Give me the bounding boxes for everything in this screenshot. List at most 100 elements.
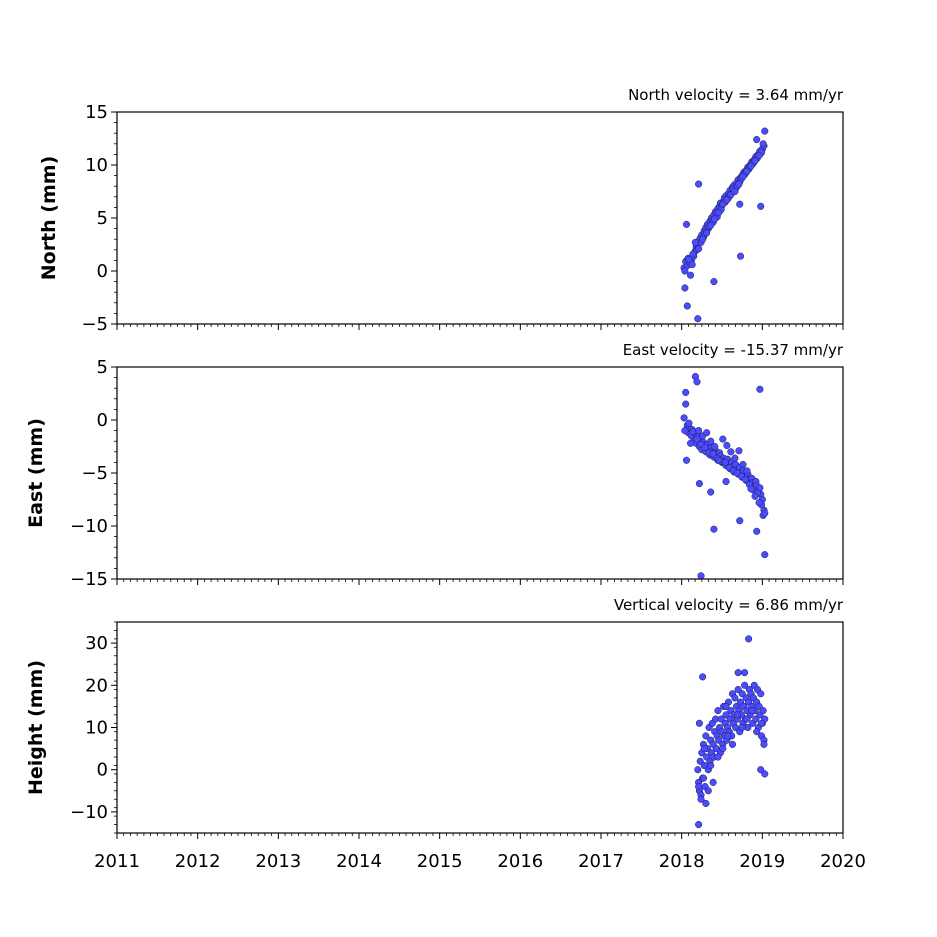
- north-data-point: [739, 173, 747, 181]
- east-data-point: [727, 448, 735, 456]
- north-data-point: [703, 229, 711, 237]
- north-data-point: [737, 252, 745, 260]
- height-data-point: [731, 694, 739, 702]
- height-data-point: [743, 715, 751, 723]
- east-data-point: [686, 439, 695, 447]
- height-axes: −10 0 10 20 30 2011 2012 2013 2014 2015 2016 2017 20…: [70, 621, 866, 872]
- east-y-tick-label: −10: [70, 516, 108, 537]
- north-data-point: [723, 196, 731, 204]
- height-y-tick-label: 20: [85, 675, 108, 696]
- north-data-point: [681, 284, 689, 292]
- height-data-point: [699, 774, 708, 782]
- height-data-point: [734, 669, 742, 677]
- east-data-point: [741, 475, 749, 483]
- east-data-point: [756, 385, 764, 393]
- east-data-point: [710, 525, 718, 533]
- height-x-tick-label: 2016: [497, 851, 543, 872]
- north-y-tick-label: −5: [81, 314, 108, 335]
- north-y-tick-label: 0: [97, 261, 108, 282]
- north-data-point: [695, 180, 703, 188]
- north-velocity-title: North velocity = 3.64 mm/yr: [628, 86, 844, 104]
- east-data-point: [693, 435, 701, 443]
- height-data-point: [724, 732, 732, 740]
- east-data-point: [715, 456, 723, 464]
- north-data-point: [699, 235, 707, 243]
- north-y-tick-label: 10: [85, 155, 108, 176]
- east-data-point: [711, 442, 719, 451]
- east-y-tick-label: 0: [97, 410, 108, 431]
- height-y-tick-label: −10: [70, 802, 108, 823]
- east-axes: −15 −10 −5 0 5: [70, 357, 844, 590]
- height-data-point: [695, 783, 703, 791]
- height-x-tick-label: 2015: [417, 851, 463, 872]
- height-data-point: [700, 745, 708, 753]
- north-data-point: [695, 245, 703, 253]
- height-data-point: [709, 778, 717, 786]
- height-data-point: [728, 740, 737, 748]
- north-data-point: [736, 200, 744, 208]
- height-x-tick-label: 2017: [578, 851, 624, 872]
- height-data-point: [738, 723, 746, 732]
- height-data-point: [733, 711, 741, 719]
- north-panel: North velocity = 3.64 mm/yr North (mm) −…: [38, 86, 844, 335]
- height-data-point: [714, 753, 722, 761]
- height-data-point: [741, 681, 749, 689]
- east-data-point: [753, 527, 761, 535]
- east-data-point: [722, 477, 730, 486]
- north-data-point: [694, 315, 702, 323]
- north-data-point: [715, 209, 723, 217]
- north-data-point: [751, 157, 759, 165]
- height-data-point: [760, 740, 768, 748]
- north-data-point: [757, 202, 765, 210]
- height-data-point: [741, 669, 749, 677]
- east-data-point: [735, 447, 743, 455]
- north-data-point: [759, 140, 767, 148]
- east-velocity-title: East velocity = -15.37 mm/yr: [623, 341, 844, 359]
- height-x-tick-label: 2019: [739, 851, 785, 872]
- height-data-point: [759, 707, 767, 715]
- east-data-point: [707, 437, 715, 445]
- height-data-point: [707, 761, 715, 770]
- height-data-point: [719, 745, 727, 753]
- east-data-point: [747, 485, 755, 493]
- height-data-point: [695, 719, 703, 727]
- east-data-point: [719, 435, 727, 443]
- north-axes: −5 0 5 10 15: [81, 102, 844, 335]
- north-data-point: [711, 215, 719, 223]
- height-data-point: [702, 799, 710, 808]
- north-data-point: [743, 167, 751, 175]
- north-data-point: [735, 180, 743, 188]
- east-data-point: [682, 400, 690, 408]
- east-data-point: [701, 444, 709, 452]
- north-data-point: [686, 271, 695, 279]
- east-data-point: [682, 388, 690, 396]
- height-data-point: [695, 821, 703, 829]
- north-data-point: [688, 261, 696, 269]
- north-data-point: [731, 187, 739, 196]
- east-data-point: [703, 429, 711, 437]
- height-data-point: [757, 690, 765, 698]
- height-y-tick-label: 10: [85, 718, 108, 739]
- height-y-tick-label: 0: [97, 760, 108, 781]
- east-data-point: [695, 480, 703, 488]
- height-x-tick-label: 2012: [175, 851, 221, 872]
- north-data-point: [761, 127, 769, 135]
- north-data-point: [755, 151, 763, 160]
- east-data-point: [761, 551, 769, 559]
- north-y-tick-label: 5: [97, 208, 108, 229]
- north-data-point: [747, 162, 755, 170]
- height-x-tick-label: 2011: [94, 851, 140, 872]
- north-axis-label: North (mm): [38, 156, 60, 281]
- east-data-point: [693, 378, 701, 386]
- height-data-point: [753, 728, 761, 736]
- height-panel: Vertical velocity = 6.86 mm/yr Height (m…: [25, 596, 866, 872]
- height-data-point: [697, 795, 705, 803]
- east-axis-label: East (mm): [25, 418, 47, 528]
- east-data-point: [695, 427, 703, 435]
- north-data-point: [681, 267, 689, 275]
- height-y-tick-label: 30: [85, 633, 108, 654]
- east-data-point: [736, 517, 744, 525]
- east-data-point: [680, 414, 688, 422]
